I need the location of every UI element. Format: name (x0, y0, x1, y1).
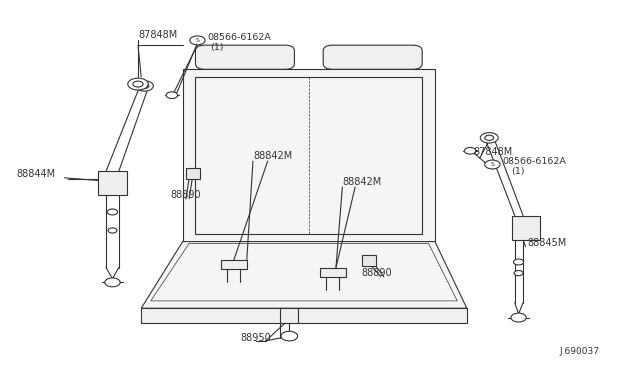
Bar (511, 216, 540, 240)
Text: 88950: 88950 (240, 333, 271, 343)
Circle shape (108, 228, 117, 233)
Circle shape (513, 259, 524, 265)
FancyBboxPatch shape (195, 45, 294, 69)
Text: S: S (490, 162, 494, 167)
Circle shape (105, 278, 120, 287)
Text: 87848M: 87848M (138, 30, 177, 39)
Bar (320, 267, 346, 277)
Bar (280, 308, 298, 323)
Polygon shape (141, 308, 467, 323)
Text: 08566-6162A: 08566-6162A (207, 33, 271, 42)
Text: 88844M: 88844M (17, 169, 56, 179)
Circle shape (133, 81, 143, 87)
Circle shape (484, 160, 500, 169)
Bar (362, 255, 376, 266)
Bar (221, 260, 246, 269)
Text: 88842M: 88842M (342, 177, 381, 187)
Circle shape (480, 133, 498, 143)
Circle shape (166, 92, 177, 99)
Bar (186, 168, 200, 179)
Circle shape (189, 36, 205, 45)
Circle shape (136, 81, 154, 91)
Text: 87848M: 87848M (473, 147, 513, 157)
Text: 88890: 88890 (170, 190, 200, 200)
Circle shape (281, 331, 298, 341)
Polygon shape (182, 69, 435, 241)
Circle shape (511, 313, 526, 322)
Text: 08566-6162A: 08566-6162A (502, 157, 566, 166)
Text: 88842M: 88842M (253, 151, 292, 161)
Text: J 690037: J 690037 (559, 347, 600, 356)
Circle shape (140, 83, 149, 89)
Text: (1): (1) (511, 167, 525, 176)
Circle shape (514, 270, 523, 276)
Polygon shape (141, 241, 467, 308)
Text: (1): (1) (210, 43, 223, 52)
Text: 88890: 88890 (362, 267, 392, 278)
Bar (98, 171, 127, 195)
Circle shape (465, 147, 476, 154)
Circle shape (128, 78, 148, 90)
Text: 88845M: 88845M (527, 238, 567, 248)
Circle shape (484, 135, 493, 140)
Text: S: S (195, 38, 199, 43)
FancyBboxPatch shape (323, 45, 422, 69)
Circle shape (108, 209, 118, 215)
